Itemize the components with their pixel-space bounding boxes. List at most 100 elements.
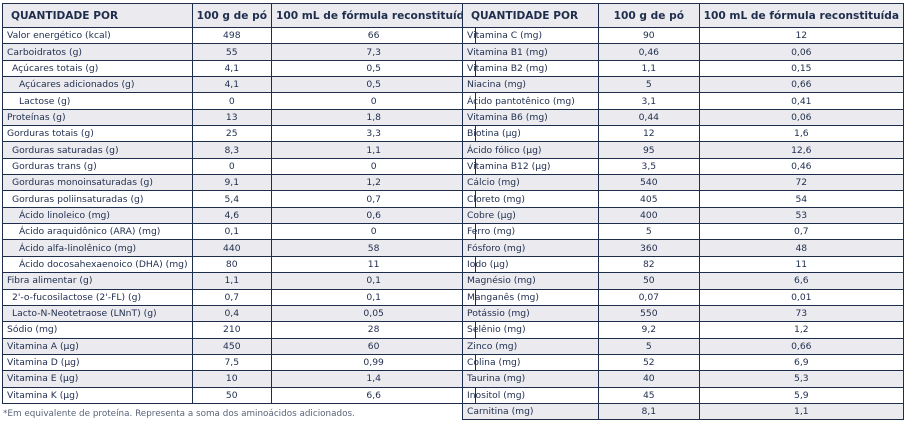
header-quantity: QUANTIDADE POR bbox=[2, 3, 193, 28]
table-row: Ácido alfa-linolênico (mg) 440 58 bbox=[2, 239, 477, 257]
value-per-100ml: 5,9 bbox=[698, 386, 904, 404]
value-per-100ml: 12,6 bbox=[698, 141, 904, 159]
table-row: Gorduras monoinsaturadas (g) 9,1 1,2 bbox=[2, 174, 477, 192]
value-per-100ml: 73 bbox=[698, 304, 904, 323]
value-per-100g: 1,1 bbox=[597, 59, 700, 78]
nutrient-label: Vitamina C (mg) bbox=[462, 26, 599, 45]
right-table-body: Vitamina C (mg) 90 12 Vitamina B1 (mg) 0,46 0… bbox=[462, 26, 904, 421]
value-per-100g: 5,4 bbox=[191, 190, 272, 208]
nutrient-label: Magnésio (mg) bbox=[462, 272, 599, 290]
value-per-100g: 3,5 bbox=[597, 157, 700, 176]
value-per-100ml: 3,3 bbox=[270, 125, 477, 143]
table-row: Colina (mg) 52 6,9 bbox=[462, 353, 904, 372]
table-row: Vitamina C (mg) 90 12 bbox=[462, 26, 904, 45]
nutrient-label: Proteínas (g) bbox=[2, 108, 193, 127]
footnote: *Em equivalente de proteína. Representa … bbox=[3, 409, 355, 419]
header-per-100ml: 100 mL de fórmula reconstituída bbox=[270, 3, 477, 28]
value-per-100g: 9,1 bbox=[191, 174, 272, 192]
value-per-100g: 0,4 bbox=[191, 304, 272, 323]
nutrient-label: Valor energético (kcal) bbox=[2, 26, 193, 45]
value-per-100g: 5 bbox=[597, 337, 700, 355]
nutrient-label: Cloreto (mg) bbox=[462, 190, 599, 208]
value-per-100g: 550 bbox=[597, 304, 700, 323]
value-per-100ml: 0 bbox=[270, 92, 477, 110]
nutrient-label: 2'-o-fucosilactose (2'-FL) (g) bbox=[2, 288, 193, 306]
value-per-100g: 0,07 bbox=[597, 288, 700, 306]
value-per-100g: 450 bbox=[191, 337, 272, 355]
nutrient-label: Vitamina E (µg) bbox=[2, 370, 193, 388]
table-header-row: QUANTIDADE POR 100 g de pó 100 mL de fór… bbox=[2, 3, 477, 28]
table-row: Vitamina A (µg) 450 60 bbox=[2, 337, 477, 355]
table-row: Cálcio (mg) 540 72 bbox=[462, 174, 904, 192]
value-per-100ml: 0,66 bbox=[698, 76, 904, 94]
table-row: Sódio (mg) 210 28 bbox=[2, 321, 477, 339]
value-per-100g: 0,46 bbox=[597, 43, 700, 61]
value-per-100g: 3,1 bbox=[597, 92, 700, 110]
value-per-100g: 8,1 bbox=[597, 402, 700, 421]
value-per-100ml: 1,8 bbox=[270, 108, 477, 127]
value-per-100g: 9,2 bbox=[597, 321, 700, 339]
value-per-100ml: 28 bbox=[270, 321, 477, 339]
value-per-100g: 52 bbox=[597, 353, 700, 372]
value-per-100g: 7,5 bbox=[191, 353, 272, 372]
value-per-100g: 0,44 bbox=[597, 108, 700, 127]
value-per-100ml: 0 bbox=[270, 223, 477, 241]
nutrient-label: Açúcares totais (g) bbox=[2, 59, 193, 78]
table-row: Magnésio (mg) 50 6,6 bbox=[462, 272, 904, 290]
nutrient-label: Açúcares adicionados (g) bbox=[2, 76, 193, 94]
value-per-100g: 45 bbox=[597, 386, 700, 404]
nutrient-label: Fósforo (mg) bbox=[462, 239, 599, 257]
nutrient-label: Ácido pantotênico (mg) bbox=[462, 92, 599, 110]
nutrient-label: Sódio (mg) bbox=[2, 321, 193, 339]
table-row: Ferro (mg) 5 0,7 bbox=[462, 223, 904, 241]
value-per-100g: 0,7 bbox=[191, 288, 272, 306]
nutrient-label: Ácido araquidônico (ARA) (mg) bbox=[2, 223, 193, 241]
table-row: Zinco (mg) 5 0,66 bbox=[462, 337, 904, 355]
value-per-100g: 0 bbox=[191, 157, 272, 176]
nutrient-label: Vitamina D (µg) bbox=[2, 353, 193, 372]
table-row: Niacina (mg) 5 0,66 bbox=[462, 76, 904, 94]
nutrient-label: Vitamina B1 (mg) bbox=[462, 43, 599, 61]
table-row: Lacto-N-Neotetraose (LNnT) (g) 0,4 0,05 bbox=[2, 304, 477, 323]
nutrient-label: Lacto-N-Neotetraose (LNnT) (g) bbox=[2, 304, 193, 323]
value-per-100ml: 0,66 bbox=[698, 337, 904, 355]
nutrient-label: Gorduras saturadas (g) bbox=[2, 141, 193, 159]
value-per-100ml: 0,7 bbox=[270, 190, 477, 208]
value-per-100g: 80 bbox=[191, 255, 272, 274]
table-row: Fibra alimentar (g) 1,1 0,1 bbox=[2, 272, 477, 290]
nutrient-label: Gorduras trans (g) bbox=[2, 157, 193, 176]
table-row: Ácido araquidônico (ARA) (mg) 0,1 0 bbox=[2, 223, 477, 241]
value-per-100g: 5 bbox=[597, 223, 700, 241]
value-per-100g: 498 bbox=[191, 26, 272, 45]
value-per-100ml: 1,2 bbox=[698, 321, 904, 339]
value-per-100g: 4,6 bbox=[191, 206, 272, 225]
value-per-100ml: 72 bbox=[698, 174, 904, 192]
table-row: Gorduras totais (g) 25 3,3 bbox=[2, 125, 477, 143]
value-per-100ml: 58 bbox=[270, 239, 477, 257]
table-row: Gorduras poli­insaturadas (g) 5,4 0,7 bbox=[2, 190, 477, 208]
table-row: Valor energético (kcal) 498 66 bbox=[2, 26, 477, 45]
table-row: Ácido linoleico (mg) 4,6 0,6 bbox=[2, 206, 477, 225]
value-per-100ml: 11 bbox=[698, 255, 904, 274]
value-per-100ml: 6,6 bbox=[270, 386, 477, 404]
table-row: Fósforo (mg) 360 48 bbox=[462, 239, 904, 257]
nutrient-label: Ácido linoleico (mg) bbox=[2, 206, 193, 225]
nutrient-label: Vitamina B2 (mg) bbox=[462, 59, 599, 78]
table-row: Manganês (mg) 0,07 0,01 bbox=[462, 288, 904, 306]
nutrient-label: Potássio (mg) bbox=[462, 304, 599, 323]
value-per-100g: 400 bbox=[597, 206, 700, 225]
nutrient-label: Vitamina A (µg) bbox=[2, 337, 193, 355]
value-per-100ml: 0,1 bbox=[270, 272, 477, 290]
value-per-100ml: 0,7 bbox=[698, 223, 904, 241]
nutrient-label: Vitamina B12 (µg) bbox=[462, 157, 599, 176]
value-per-100ml: 0,5 bbox=[270, 59, 477, 78]
nutrient-label: Iodo (µg) bbox=[462, 255, 599, 274]
table-row: Vitamina E (µg) 10 1,4 bbox=[2, 370, 477, 388]
value-per-100g: 50 bbox=[191, 386, 272, 404]
value-per-100ml: 0,6 bbox=[270, 206, 477, 225]
value-per-100ml: 6,9 bbox=[698, 353, 904, 372]
value-per-100g: 4,1 bbox=[191, 59, 272, 78]
nutrient-label: Carnitina (mg) bbox=[462, 402, 599, 421]
table-header-row: QUANTIDADE POR 100 g de pó 100 mL de fór… bbox=[462, 3, 904, 28]
value-per-100g: 0,1 bbox=[191, 223, 272, 241]
